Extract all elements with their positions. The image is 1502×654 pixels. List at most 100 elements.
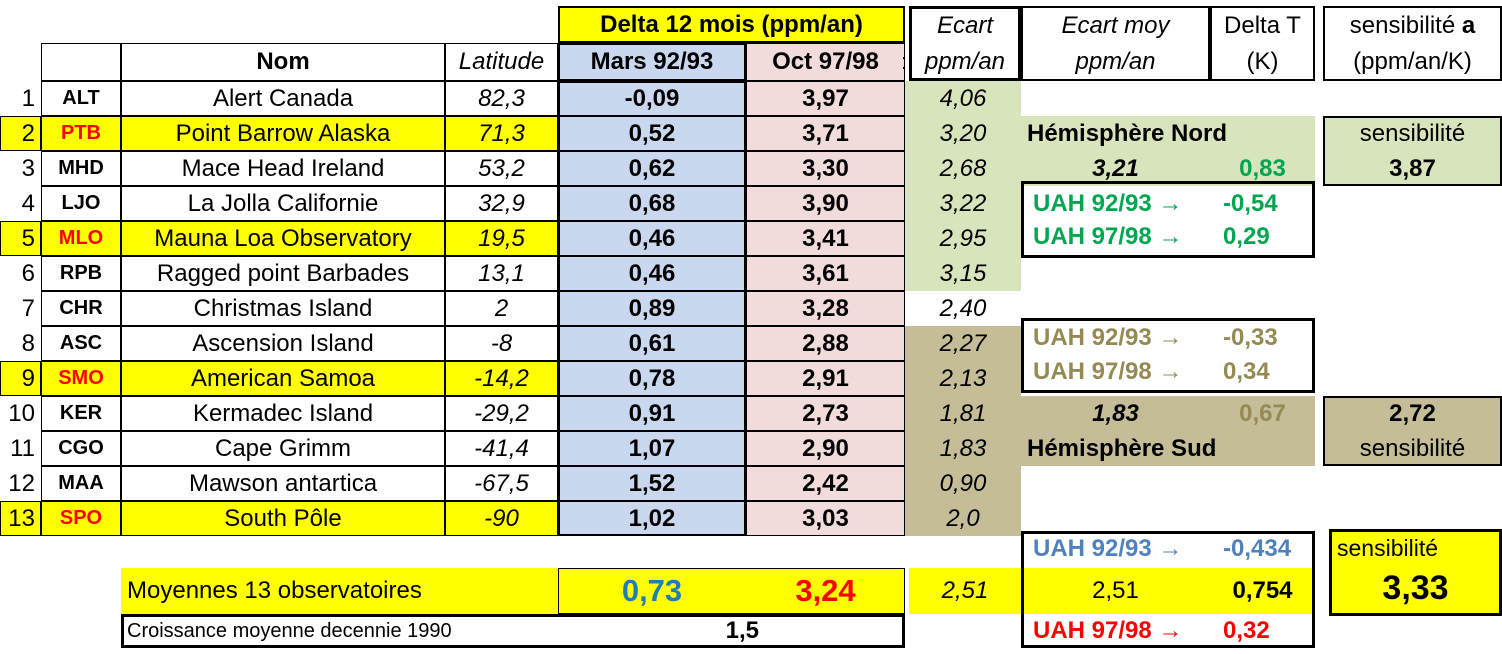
header-delta-t-line-1: Delta T xyxy=(1224,11,1301,39)
station-name: Ascension Island xyxy=(121,326,445,361)
station-latitude: -41,4 xyxy=(445,431,558,466)
station-name: La Jolla Californie xyxy=(121,186,445,221)
delta-oct: 3,61 xyxy=(746,256,905,291)
croissance-value: 1,5 xyxy=(725,617,759,644)
global-uah-2-value: 0,32 xyxy=(1223,617,1270,644)
header-sensibilite-line-1: sensibilité a xyxy=(1350,8,1475,44)
header-ecart-line-1: Ecart xyxy=(936,11,993,39)
south-sensibilite-value: 2,72 xyxy=(1323,396,1502,431)
header-delta-t-line-2: (K) xyxy=(1246,47,1279,75)
delta-mars: 0,89 xyxy=(558,291,746,326)
station-name: Ragged point Barbades xyxy=(121,256,445,291)
row-number: 5 xyxy=(0,221,41,256)
station-code: SMO xyxy=(41,361,121,396)
station-name: Alert Canada xyxy=(121,81,445,116)
north-delta-t: 0,83 xyxy=(1210,151,1315,186)
global-sensibilite-value: 3,33 xyxy=(1331,562,1500,614)
delta-mars: 0,46 xyxy=(558,221,746,256)
station-name: American Samoa xyxy=(121,361,445,396)
delta-oct: 3,30 xyxy=(746,151,905,186)
global-uah-1-value: -0,434 xyxy=(1223,534,1292,562)
station-code: CHR xyxy=(41,291,121,326)
ecart-value: 1,83 xyxy=(905,431,1021,466)
station-code: RPB xyxy=(41,256,121,291)
station-code: SPO xyxy=(41,501,121,536)
station-code: PTB xyxy=(41,116,121,151)
station-latitude: -29,2 xyxy=(445,396,558,431)
delta-mars: 0,62 xyxy=(558,151,746,186)
header-sensibilite-line-2: (ppm/an/K) xyxy=(1353,47,1472,75)
header-oct: Oct 97/98 xyxy=(746,43,905,81)
row-number: 6 xyxy=(21,259,35,287)
station-code: KER xyxy=(41,396,121,431)
header-delta-title: Delta 12 mois (ppm/an) xyxy=(558,6,905,43)
station-code: LJO xyxy=(41,186,121,221)
delta-mars: 0,91 xyxy=(558,396,746,431)
station-code: MLO xyxy=(41,221,121,256)
station-name: Mawson antartica xyxy=(121,466,445,501)
station-latitude: -67,5 xyxy=(445,466,558,501)
row-number: 13 xyxy=(0,501,41,536)
north-uah-2-label: UAH 97/98 → xyxy=(1033,223,1183,250)
croissance-label: Croissance moyenne decennie 1990 xyxy=(127,619,452,642)
delta-mars: 0,78 xyxy=(558,361,746,396)
header-ecart-moy: Ecart moy ppm/an xyxy=(1021,6,1210,81)
delta-mars: -0,09 xyxy=(558,81,746,116)
header-ecart-moy-line-2: ppm/an xyxy=(1075,47,1156,75)
ecart-value: 2,68 xyxy=(905,151,1021,186)
row-number: 2 xyxy=(0,116,41,151)
delta-oct: 3,97 xyxy=(746,81,905,116)
delta-oct: 3,41 xyxy=(746,221,905,256)
station-latitude: 2 xyxy=(445,291,558,326)
summary-mars: 0,73 xyxy=(558,568,746,614)
station-latitude: 82,3 xyxy=(445,81,558,116)
station-code: ALT xyxy=(41,81,121,116)
ecart-value: 2,40 xyxy=(939,294,987,322)
station-latitude: 71,3 xyxy=(445,116,558,151)
south-uah-1-label: UAH 92/93 → xyxy=(1033,324,1183,351)
south-uah-2-label: UAH 97/98 → xyxy=(1033,358,1183,385)
row-number: 9 xyxy=(0,361,41,396)
station-latitude: 53,2 xyxy=(445,151,558,186)
station-latitude: -8 xyxy=(445,326,558,361)
station-latitude: -14,2 xyxy=(445,361,558,396)
south-sensibilite-label: sensibilité xyxy=(1323,431,1502,466)
north-uah-2-value: 0,29 xyxy=(1223,223,1270,250)
ecart-value: 4,06 xyxy=(905,81,1021,116)
row-number: 7 xyxy=(21,294,35,322)
ecart-value: 3,20 xyxy=(905,116,1021,151)
header-mars: Mars 92/93 xyxy=(558,43,746,81)
summary-oct: 3,24 xyxy=(746,568,905,614)
delta-mars: 1,07 xyxy=(558,431,746,466)
global-delta-t: 0,754 xyxy=(1210,568,1315,614)
station-code: MAA xyxy=(41,466,121,501)
header-ecart-line-2: ppm/an xyxy=(924,47,1006,75)
header-delta-t: Delta T (K) xyxy=(1210,6,1315,81)
header-sensibilite: sensibilité a (ppm/an/K) xyxy=(1323,6,1502,81)
global-uah-2-label: UAH 97/98 → xyxy=(1033,617,1183,644)
sensibilite-word: sensibilité xyxy=(1349,11,1462,39)
row-number: 8 xyxy=(21,329,35,357)
row-number: 11 xyxy=(10,434,35,462)
row-number: 12 xyxy=(8,469,35,497)
header-ecart-moy-line-1: Ecart moy xyxy=(1061,11,1170,39)
ecart-value: 1,81 xyxy=(905,396,1021,431)
delta-oct: 2,88 xyxy=(746,326,905,361)
header-ecart: Ecart ppm/an xyxy=(909,6,1021,81)
delta-oct: 2,91 xyxy=(746,361,905,396)
global-ecart-moy: 2,51 xyxy=(1021,568,1210,614)
north-uah-1-label: UAH 92/93 → xyxy=(1033,190,1183,217)
ecart-value: 2,27 xyxy=(905,326,1021,361)
delta-oct: 3,28 xyxy=(746,291,905,326)
north-uah-1-value: -0,54 xyxy=(1223,190,1278,217)
header-nom: Nom xyxy=(121,43,445,81)
delta-mars: 1,02 xyxy=(558,501,746,536)
south-ecart-moy: 1,83 xyxy=(1021,396,1210,431)
station-name: Kermadec Island xyxy=(121,396,445,431)
south-uah-2-value: 0,34 xyxy=(1223,358,1270,385)
station-name: Point Barrow Alaska xyxy=(121,116,445,151)
station-name: Christmas Island xyxy=(121,291,445,326)
row-number: 1 xyxy=(21,84,35,112)
delta-oct: 3,03 xyxy=(746,501,905,536)
delta-oct: 2,42 xyxy=(746,466,905,501)
